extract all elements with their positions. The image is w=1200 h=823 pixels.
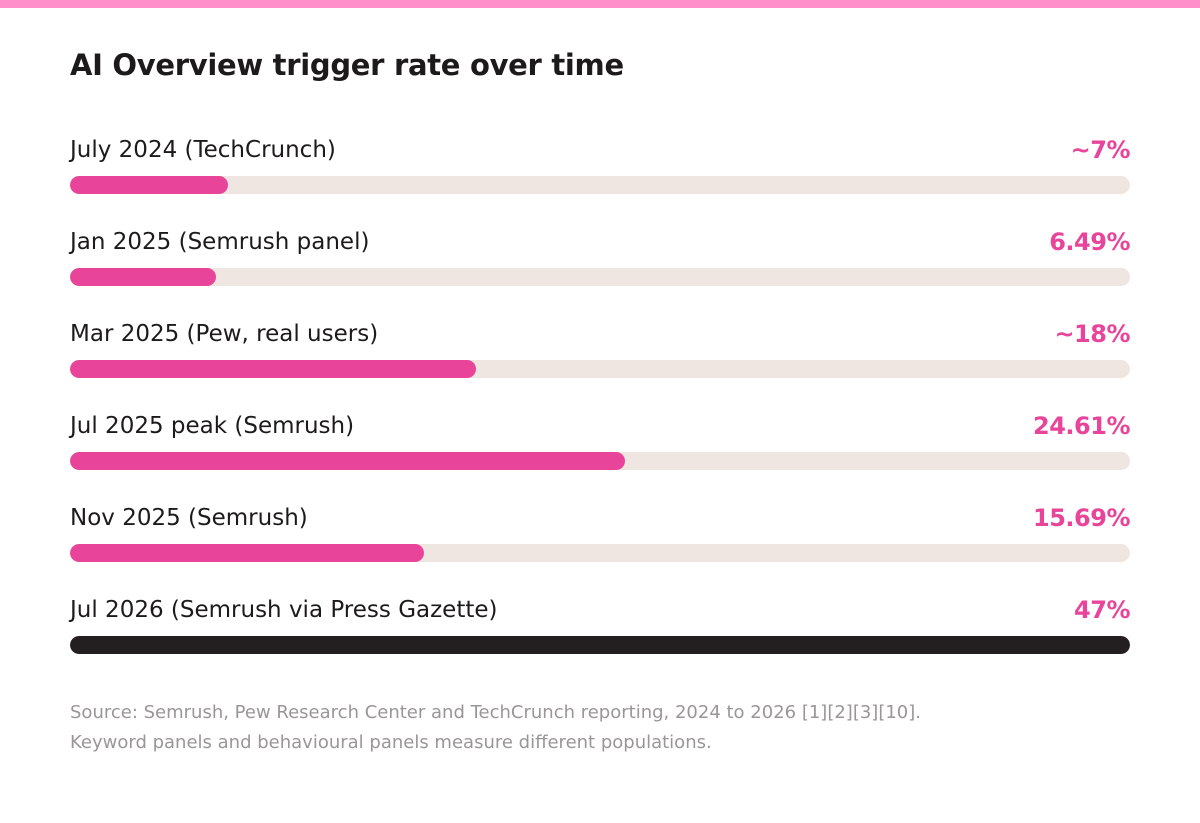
bar-row-header: Jul 2026 (Semrush via Press Gazette) 47% [70, 594, 1130, 632]
bar-fill [70, 360, 476, 378]
top-accent-stripe [0, 0, 1200, 8]
bar-value-label: 24.61% [1033, 412, 1130, 440]
bar-fill [70, 636, 1130, 654]
bar-value-label: ~18% [1054, 320, 1130, 348]
bar-row: Jan 2025 (Semrush panel) 6.49% [70, 226, 1130, 318]
bar-track [70, 544, 1130, 562]
bar-row-header: Nov 2025 (Semrush) 15.69% [70, 502, 1130, 540]
bar-label: Jul 2025 peak (Semrush) [70, 413, 355, 439]
bar-track [70, 452, 1130, 470]
bar-label: Nov 2025 (Semrush) [70, 505, 308, 531]
bar-row: Jul 2026 (Semrush via Press Gazette) 47% [70, 594, 1130, 686]
bar-value-label: 47% [1074, 596, 1130, 624]
chart-title: AI Overview trigger rate over time [70, 48, 624, 82]
bar-chart: July 2024 (TechCrunch) ~7% Jan 2025 (Semru… [70, 134, 1131, 686]
bar-row-header: July 2024 (TechCrunch) ~7% [70, 134, 1131, 172]
bar-label: July 2024 (TechCrunch) [70, 137, 336, 163]
bar-row-header: Jul 2025 peak (Semrush) 24.61% [70, 410, 1130, 448]
bar-track [70, 176, 1130, 194]
bar-label: Mar 2025 (Pew, real users) [70, 321, 379, 347]
bar-value-label: ~7% [1070, 136, 1131, 164]
bar-label: Jul 2026 (Semrush via Press Gazette) [70, 597, 498, 623]
bar-value-label: 15.69% [1033, 504, 1130, 532]
bar-fill [70, 176, 228, 194]
bar-fill [70, 268, 216, 286]
bar-row: July 2024 (TechCrunch) ~7% [70, 134, 1131, 226]
bar-fill [70, 544, 424, 562]
source-note: Source: Semrush, Pew Research Center and… [70, 702, 921, 753]
bar-track [70, 360, 1130, 378]
bar-row: Mar 2025 (Pew, real users) ~18% [70, 318, 1130, 410]
bar-value-label: 6.49% [1049, 228, 1130, 256]
bar-row-header: Mar 2025 (Pew, real users) ~18% [70, 318, 1130, 356]
bar-label: Jan 2025 (Semrush panel) [70, 229, 370, 255]
bar-track [70, 268, 1130, 286]
bar-row: Jul 2025 peak (Semrush) 24.61% [70, 410, 1130, 502]
bar-row-header: Jan 2025 (Semrush panel) 6.49% [70, 226, 1130, 264]
bar-fill [70, 452, 625, 470]
bar-row: Nov 2025 (Semrush) 15.69% [70, 502, 1130, 594]
bar-track [70, 636, 1130, 654]
